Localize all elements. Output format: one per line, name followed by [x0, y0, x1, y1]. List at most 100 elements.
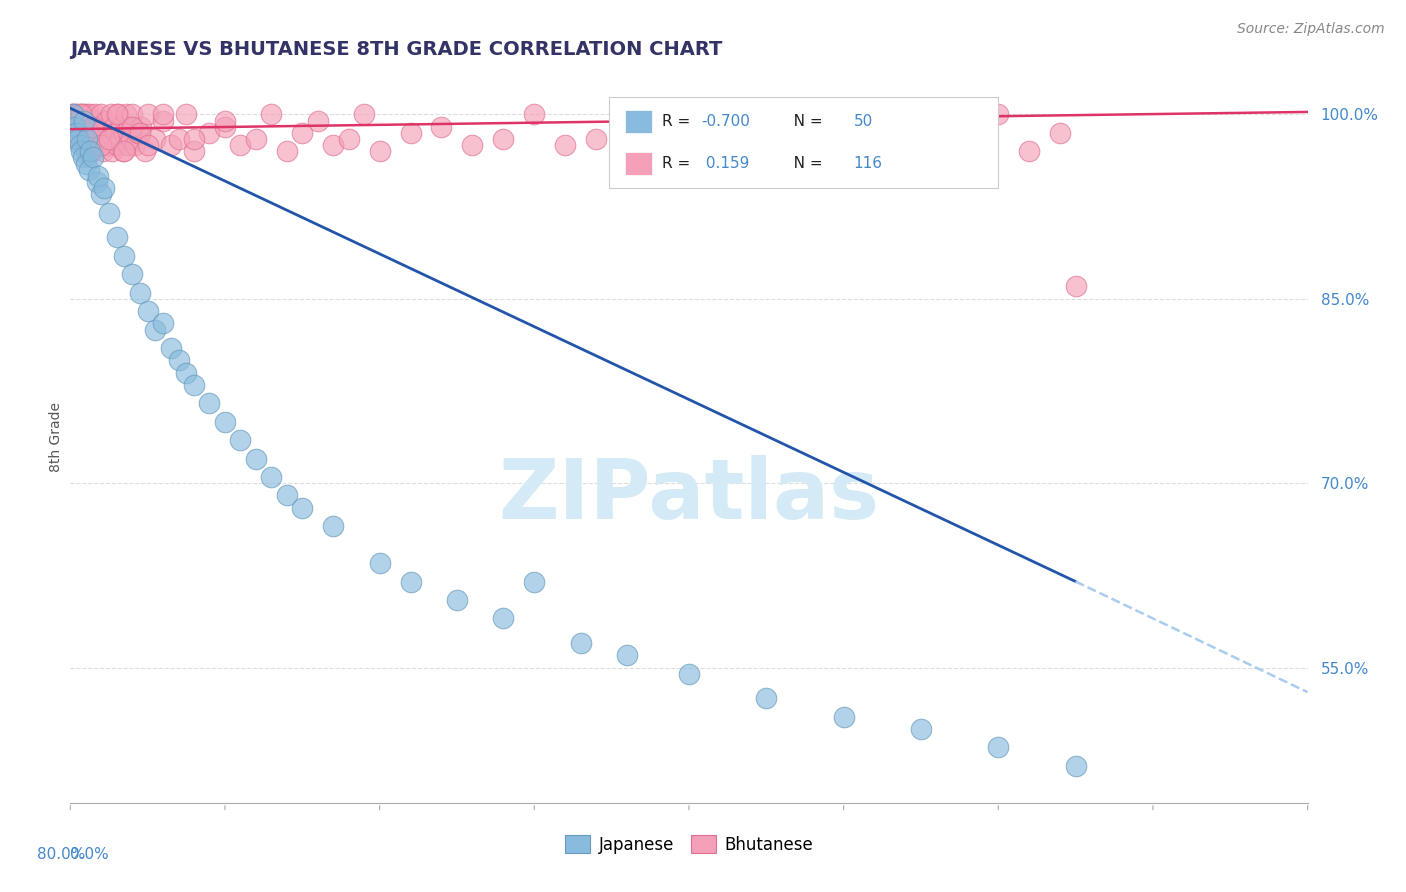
Point [987, 740, 1010, 755]
Point [63, 120, 86, 134]
Point [75, 113, 97, 128]
Point [86, 175, 108, 189]
Point [368, 556, 391, 570]
Point [120, 132, 142, 146]
Point [100, 107, 122, 121]
Text: Source: ZipAtlas.com: Source: ZipAtlas.com [1237, 22, 1385, 37]
Point [134, 145, 156, 159]
Point [115, 107, 138, 121]
Point [82, 145, 104, 159]
Text: R =: R = [662, 114, 695, 129]
Text: -0.700: -0.700 [702, 114, 751, 129]
Bar [624, 153, 652, 175]
Point [114, 145, 135, 159]
Point [70, 107, 93, 121]
Point [198, 126, 221, 140]
Point [70, 145, 93, 159]
Point [79, 138, 101, 153]
Point [863, 126, 886, 140]
Point [523, 107, 546, 121]
Point [145, 322, 166, 336]
Point [276, 145, 298, 159]
Point [110, 120, 132, 134]
Point [183, 132, 205, 146]
Point [105, 107, 128, 121]
Point [353, 107, 375, 121]
Point [461, 138, 484, 153]
Point [121, 120, 143, 134]
Point [910, 722, 932, 736]
Point [399, 126, 422, 140]
Point [73, 132, 96, 146]
Point [63, 107, 86, 121]
Point [67, 113, 90, 128]
Point [76, 132, 98, 146]
Point [62, 107, 84, 121]
Point [76, 145, 98, 159]
Point [136, 138, 159, 153]
Point [678, 126, 700, 140]
Y-axis label: 8th Grade: 8th Grade [49, 402, 63, 472]
Point [569, 636, 592, 650]
Point [152, 113, 174, 128]
Point [183, 377, 205, 392]
Point [647, 138, 669, 153]
Point [214, 113, 236, 128]
Point [90, 187, 112, 202]
Point [145, 132, 166, 146]
Point [62, 107, 84, 121]
Point [399, 574, 422, 589]
Point [117, 138, 139, 153]
Point [118, 120, 141, 134]
Point [709, 120, 731, 134]
Point [104, 126, 127, 140]
Point [87, 120, 110, 134]
Point [229, 433, 252, 447]
Bar [624, 110, 652, 133]
Point [72, 150, 94, 164]
Point [82, 126, 105, 140]
Point [131, 120, 153, 134]
Point [65, 113, 87, 128]
Point [121, 267, 143, 281]
Point [98, 132, 120, 146]
Legend: Japanese, Bhutanese: Japanese, Bhutanese [558, 829, 820, 860]
Point [96, 138, 118, 153]
Point [260, 107, 283, 121]
Text: 116: 116 [853, 156, 883, 171]
Point [167, 132, 190, 146]
Point [174, 366, 197, 380]
Point [93, 126, 115, 140]
Point [160, 341, 183, 355]
Text: 0.0%: 0.0% [70, 847, 110, 862]
Point [229, 138, 252, 153]
Point [75, 145, 97, 159]
Point [70, 120, 93, 134]
Point [91, 145, 114, 159]
Point [1064, 279, 1087, 293]
Point [103, 120, 125, 134]
Point [523, 574, 546, 589]
Point [291, 500, 314, 515]
Point [70, 107, 93, 121]
Point [72, 138, 94, 153]
Point [67, 113, 90, 128]
Point [214, 120, 236, 134]
Point [678, 666, 700, 681]
Point [79, 107, 101, 121]
Point [832, 710, 855, 724]
Point [77, 126, 100, 140]
Point [322, 138, 344, 153]
Point [152, 107, 174, 121]
Point [245, 451, 267, 466]
Text: N =: N = [779, 156, 828, 171]
Point [105, 230, 128, 244]
Point [260, 470, 283, 484]
Point [65, 126, 87, 140]
Point [69, 107, 91, 121]
Point [65, 126, 87, 140]
Point [554, 138, 576, 153]
Point [430, 120, 453, 134]
Point [98, 205, 120, 219]
Text: 0.159: 0.159 [702, 156, 749, 171]
